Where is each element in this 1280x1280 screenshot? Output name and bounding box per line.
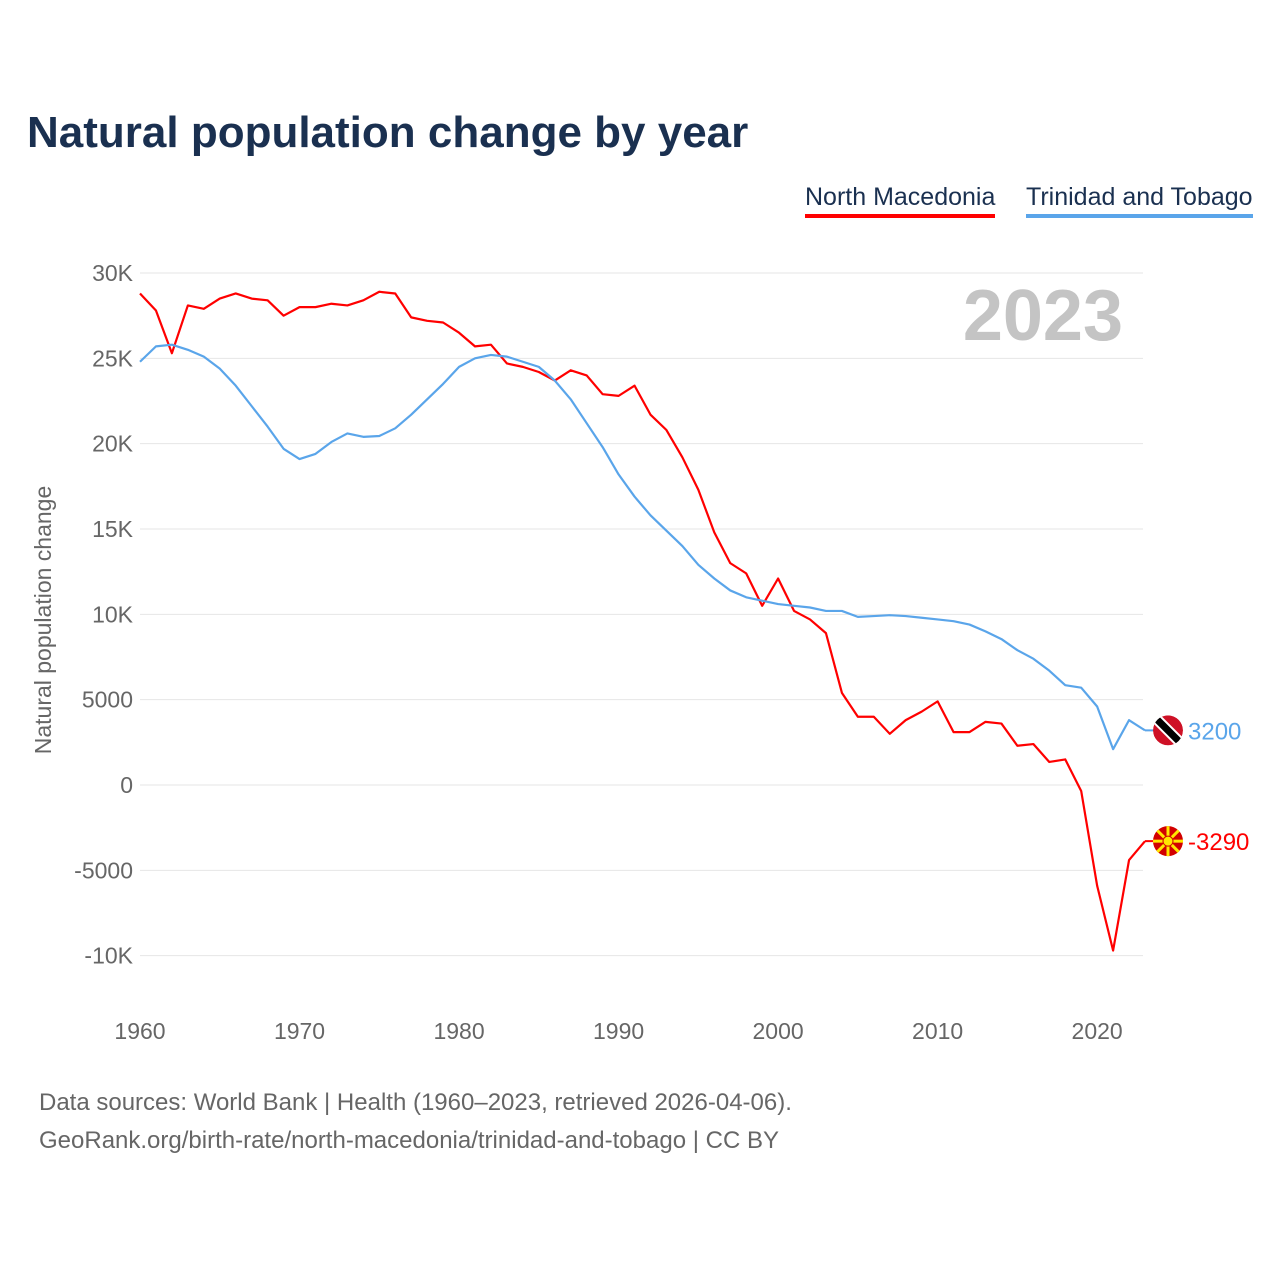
chart-title: Natural population change by year bbox=[27, 108, 749, 157]
y-tick-label: 25K bbox=[92, 345, 134, 371]
end-value-label-north-macedonia: -3290 bbox=[1188, 829, 1249, 856]
footer-link[interactable]: GeoRank.org/birth-rate/north-macedonia/t… bbox=[39, 1127, 779, 1154]
legend-trinidad-and-tobago[interactable]: Trinidad and Tobago bbox=[1026, 183, 1253, 218]
year-watermark: 2023 bbox=[963, 276, 1123, 356]
series-line-trinidad-and-tobago bbox=[139, 343, 1146, 751]
y-tick-label: 20K bbox=[92, 431, 134, 457]
x-tick-label: 1960 bbox=[114, 1018, 165, 1044]
x-tick-label: 1990 bbox=[593, 1018, 644, 1044]
x-tick-label: 1980 bbox=[433, 1018, 484, 1044]
y-tick-label: 5000 bbox=[82, 687, 133, 713]
x-tick-label: 2010 bbox=[912, 1018, 963, 1044]
y-tick-label: 0 bbox=[120, 772, 133, 798]
series-line-north-macedonia bbox=[139, 290, 1146, 952]
y-tick-label: 15K bbox=[92, 516, 134, 542]
trinidad-and-tobago-flag-icon bbox=[1153, 715, 1183, 746]
north-macedonia-flag-icon bbox=[1153, 826, 1183, 857]
legend-north-macedonia[interactable]: North Macedonia bbox=[805, 183, 996, 218]
end-value-label-trinidad-and-tobago: 3200 bbox=[1188, 718, 1241, 745]
y-tick-label: 30K bbox=[92, 260, 134, 286]
y-tick-label: 10K bbox=[92, 601, 134, 627]
x-tick-label: 2020 bbox=[1072, 1018, 1123, 1044]
y-axis-label: Natural population change bbox=[30, 486, 56, 755]
y-tick-label: -10K bbox=[84, 943, 133, 969]
footer-sources: Data sources: World Bank | Health (1960–… bbox=[39, 1089, 792, 1116]
x-tick-label: 1970 bbox=[274, 1018, 325, 1044]
y-tick-label: -5000 bbox=[74, 857, 133, 883]
x-tick-label: 2000 bbox=[753, 1018, 804, 1044]
